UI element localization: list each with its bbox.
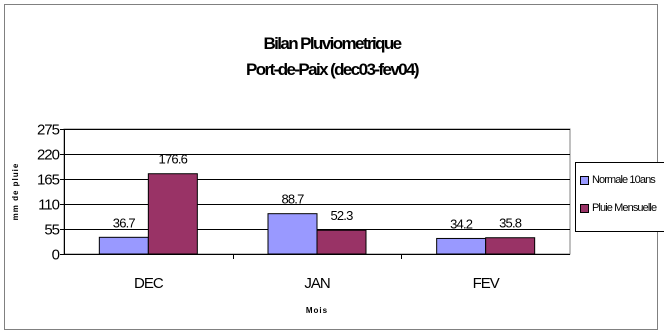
legend: Normale 10ans Pluie Mensuelle xyxy=(575,162,664,232)
legend-item-pluie: Pluie Mensuelle xyxy=(580,201,657,215)
chart-title-line-1: Bilan Pluviometrique xyxy=(263,34,402,53)
legend-swatch-normale xyxy=(580,175,589,185)
y-tick-label: 165 xyxy=(37,172,60,189)
x-axis-title: Mois xyxy=(306,306,328,315)
y-tick-label: 0 xyxy=(52,247,60,264)
x-tick-label: DEC xyxy=(134,275,164,292)
x-tick-label: FEV xyxy=(473,275,500,292)
bar-pluie-mensuelle-dec xyxy=(147,173,198,255)
data-label: 176.6 xyxy=(159,152,188,167)
bar-normale-10ans-fev xyxy=(436,237,487,255)
bar-pluie-mensuelle-fev xyxy=(485,237,536,255)
data-label: 34.2 xyxy=(450,216,473,231)
bar-normale-10ans-jan xyxy=(267,213,318,255)
chart-area: Bilan Pluviometrique Port-de-Paix (dec03… xyxy=(4,4,658,330)
y-tick-label: 55 xyxy=(44,222,59,239)
y-axis-title: mm de pluie xyxy=(11,163,20,221)
bar-normale-10ans-dec xyxy=(98,236,149,255)
x-tick-label: JAN xyxy=(304,275,330,292)
legend-label-normale: Normale 10ans xyxy=(592,174,656,186)
bar-pluie-mensuelle-jan xyxy=(316,229,367,255)
y-tick-label: 220 xyxy=(37,147,60,164)
legend-label-pluie: Pluie Mensuelle xyxy=(592,202,657,214)
chart-title: Bilan Pluviometrique Port-de-Paix (dec03… xyxy=(5,31,659,83)
legend-item-normale: Normale 10ans xyxy=(580,173,656,187)
legend-swatch-pluie xyxy=(580,203,589,213)
y-tick-label: 275 xyxy=(37,122,60,139)
data-label: 35.8 xyxy=(499,216,522,231)
data-label: 36.7 xyxy=(113,215,136,230)
data-label: 52.3 xyxy=(330,208,353,223)
y-tick-label: 110 xyxy=(38,197,60,214)
data-label: 88.7 xyxy=(281,192,304,207)
chart-title-line-2: Port-de-Paix (dec03-fev04) xyxy=(246,60,420,79)
